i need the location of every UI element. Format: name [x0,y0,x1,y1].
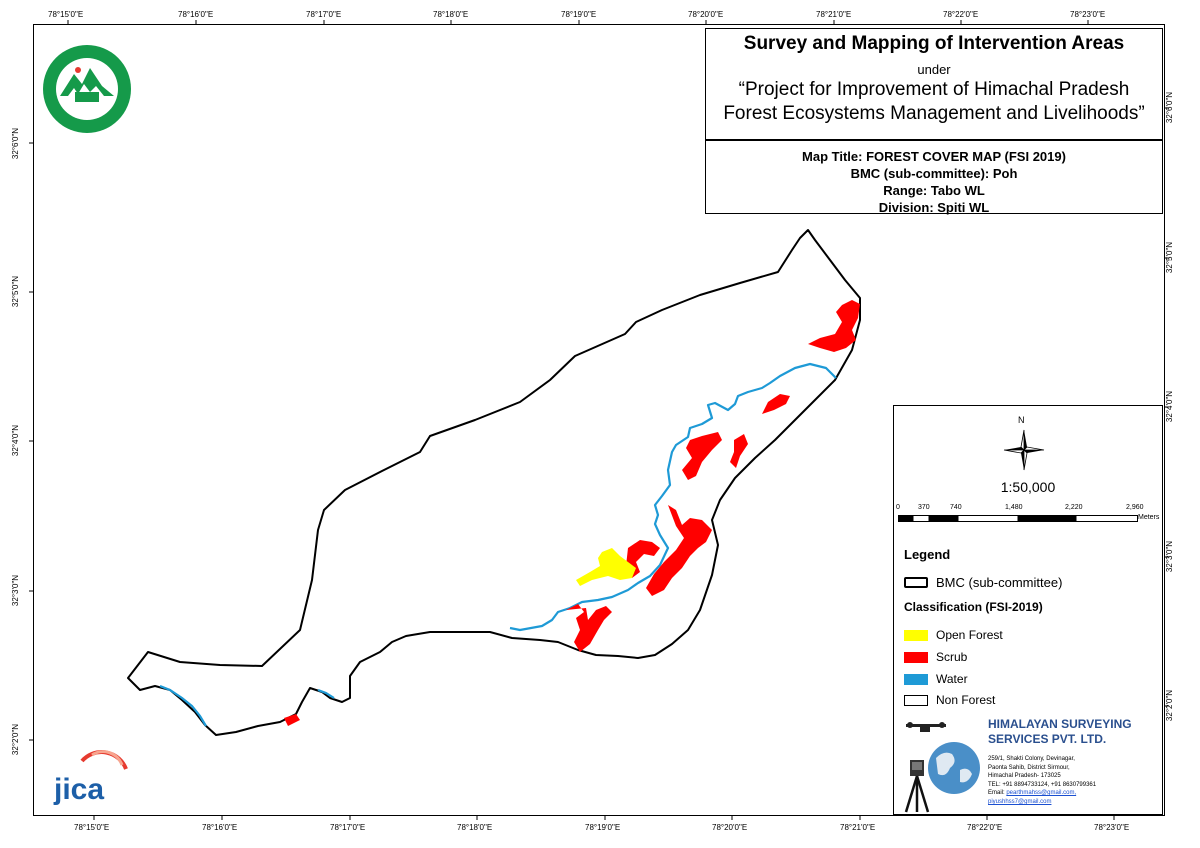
graticule-label-top: 78°23'0"E [1070,10,1106,19]
scrub-patch [646,505,712,596]
graticule-label-bottom: 78°17'0"E [330,823,366,832]
graticule-label-bottom: 78°23'0"E [1094,823,1130,832]
company-name-line: SERVICES PVT. LTD. [988,732,1107,746]
map-heading: Survey and Mapping of Intervention Areas [743,33,1125,54]
graticule-ticks [29,20,1169,820]
forest-department-emblem-icon [43,45,131,133]
graticule-label-bottom: 78°22'0"E [967,823,1003,832]
legend-label: BMC (sub-committee) [936,574,1063,590]
legend-item-scrub: Scrub [904,650,967,664]
legend-title: Legend [904,547,951,562]
legend-panel: N 1:50,000 0 370 740 1,480 2,220 2,960 M… [893,405,1163,815]
scale-unit: Meters [1138,514,1160,521]
division-line: Division: Spiti WL [878,200,990,215]
boundary-swatch [904,576,928,588]
graticule-label-bottom: 78°18'0"E [457,823,493,832]
map-under: under [917,62,951,77]
address-line: Paonta Sahib, District Sirmour, [988,764,1070,771]
scrub-patches [284,300,860,726]
company-block: HIMALAYAN SURVEYING SERVICES PVT. LTD. 2… [894,714,1162,816]
legend-item-water: Water [904,672,968,686]
map-frame [33,24,1165,816]
compass-rose-icon [1003,429,1045,471]
address-line: TEL: +91 8894733124, +91 8630799361 [988,781,1097,788]
email-link[interactable]: pearthmahss@gmail.com, [1006,790,1077,797]
address-line: 259/1, Shakti Colony, Devinagar, [988,756,1075,762]
river-water [317,688,335,699]
map-title-box: Survey and Mapping of Intervention Areas… [705,28,1163,140]
scrub-patch [808,300,860,352]
open-forest-patch [576,548,636,586]
scrub-patch [682,432,722,480]
scrub-patch [730,434,748,468]
address-line: Himachal Pradesh- 173025 [988,773,1061,780]
legend-label: Non Forest [936,693,996,707]
company-name: HIMALAYAN SURVEYING SERVICES PVT. LTD. [988,717,1132,747]
scale-tick-label: 0 [896,504,900,511]
graticule-label-top: 78°20'0"E [688,10,724,19]
bmc-boundary [127,229,861,736]
open-forest-swatch [904,629,928,641]
graticule-label-bottom: 78°19'0"E [585,823,621,832]
river-water [509,362,837,632]
scale-tick-label: 370 [918,504,930,511]
graticule-label-bottom: 78°15'0"E [74,823,110,832]
graticule-label-bottom: 78°21'0"E [840,823,876,832]
scrub-patch [284,714,300,726]
bmc-line: BMC (sub-committee): Poh [850,166,1018,181]
legend-label: Open Forest [936,628,1003,642]
company-address: 259/1, Shakti Colony, Devinagar, Paonta … [988,755,1096,807]
graticule-label-bottom: 78°16'0"E [202,823,238,832]
legend-item-open-forest: Open Forest [904,628,1003,642]
legend-item-boundary: BMC (sub-committee) [904,574,1063,590]
jica-logo-icon: jica [53,750,128,805]
non-forest-swatch [904,694,928,706]
scale-bar [898,515,1138,522]
scrub-patch [566,604,612,652]
project-line-1: “Project for Improvement of Himachal Pra… [738,79,1130,100]
svg-text:jica: jica [53,773,104,805]
water-swatch [904,673,928,685]
project-line-2: Forest Ecosystems Management and Livelih… [723,103,1145,124]
scrub-patch [762,394,790,414]
legend-label: Scrub [936,650,968,664]
graticule-label-top: 78°16'0"E [178,10,214,19]
graticule-label-top: 78°18'0"E [433,10,469,19]
graticule-label-top: 78°21'0"E [816,10,852,19]
scale-tick-label: 2,220 [1065,504,1083,511]
map-title-line: Map Title: FOREST COVER MAP (FSI 2019) [802,149,1066,164]
legend-item-non-forest: Non Forest [904,693,995,707]
scale-tick-label: 1,480 [1005,504,1023,511]
graticule-label-bottom: 78°20'0"E [712,823,748,832]
north-label: N [1018,415,1025,425]
email-label: Email: [988,790,1005,797]
scale-tick-label: 740 [950,504,962,511]
company-name-line: HIMALAYAN SURVEYING [988,717,1132,731]
scale-ratio: 1:50,000 [1000,479,1056,495]
classification-title: Classification (FSI-2019) [904,600,1043,614]
scrub-swatch [904,651,928,663]
surveyor-logo-icon [904,722,980,813]
graticule-label-top: 78°15'0"E [48,10,84,19]
graticule-label-top: 78°17'0"E [306,10,342,19]
graticule-label-top: 78°19'0"E [561,10,597,19]
email-link[interactable]: piyushhss7@gmail.com [988,798,1052,805]
scale-tick-label: 2,960 [1126,504,1144,511]
range-line: Range: Tabo WL [883,183,985,198]
graticule-label-top: 78°22'0"E [943,10,979,19]
river-water [159,684,207,727]
map-info-box: Map Title: FOREST COVER MAP (FSI 2019) B… [705,140,1163,215]
legend-label: Water [936,672,968,686]
